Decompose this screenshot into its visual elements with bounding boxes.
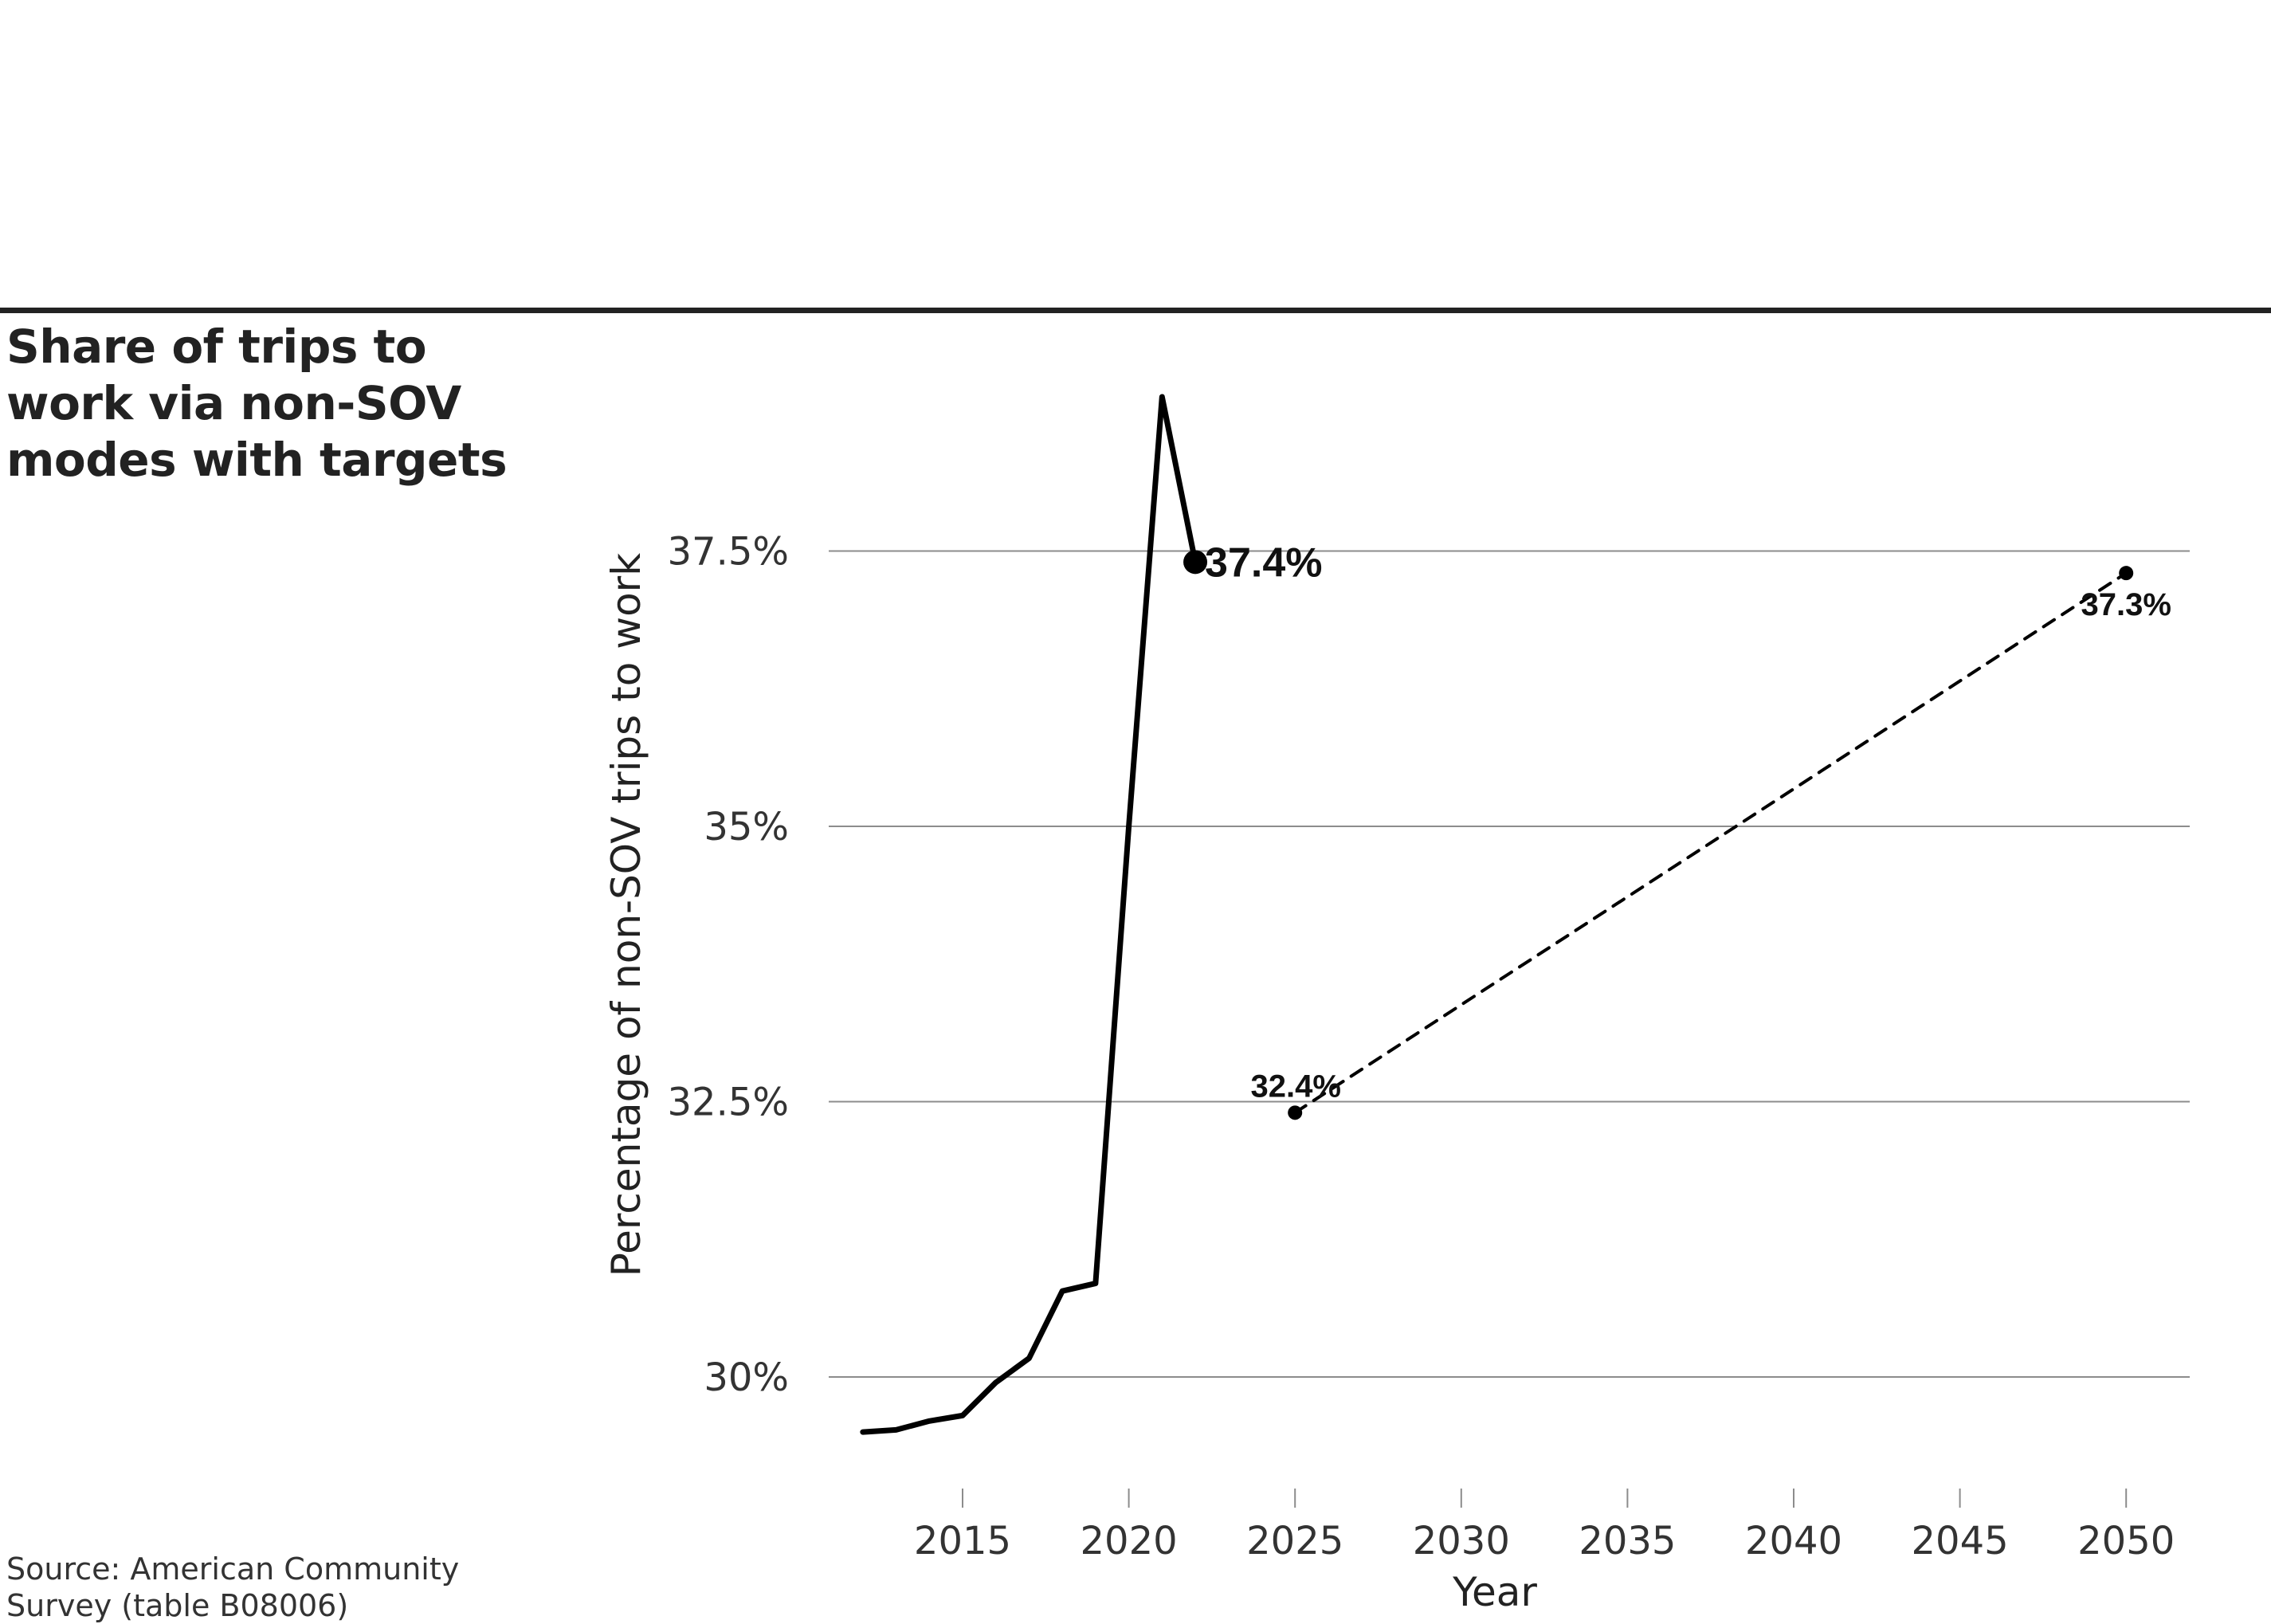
endpoint-marker bbox=[1183, 550, 1208, 575]
data-label: 37.4% bbox=[1205, 539, 1322, 586]
y-axis-title: Percentage of non-SOV trips to work bbox=[603, 553, 649, 1277]
chart-title: Share of trips to work via non-SOV modes… bbox=[6, 320, 508, 487]
target-point-marker bbox=[2119, 566, 2134, 581]
x-tick-label: 2020 bbox=[1081, 1519, 1178, 1563]
x-axis-title: Year bbox=[1452, 1569, 1537, 1615]
x-axis-ticks: 2015 2020 2025 2030 2035 2040 2045 2050 bbox=[914, 1489, 2175, 1563]
series-markers bbox=[1183, 550, 2134, 1120]
chart-source: Source: American Community Survey (table… bbox=[6, 1551, 460, 1623]
y-tick-label: 37.5% bbox=[668, 530, 789, 575]
x-tick-label: 2050 bbox=[2077, 1519, 2175, 1563]
x-tick-label: 2040 bbox=[1745, 1519, 1842, 1563]
grid-lines bbox=[829, 550, 2190, 1378]
series-line-solid bbox=[860, 394, 1198, 1435]
x-tick-label: 2025 bbox=[1246, 1519, 1343, 1563]
x-tick-label: 2045 bbox=[1912, 1519, 2009, 1563]
x-tick-label: 2035 bbox=[1579, 1519, 1676, 1563]
x-tick-label: 2030 bbox=[1413, 1519, 1510, 1563]
top-rule bbox=[0, 308, 2271, 313]
series-lines bbox=[860, 394, 2128, 1435]
x-tick-label: 2015 bbox=[914, 1519, 1011, 1563]
data-labels: 37.4% 32.4% 37.3% bbox=[1205, 539, 2171, 1104]
y-tick-label: 32.5% bbox=[668, 1081, 789, 1125]
y-tick-label: 30% bbox=[704, 1355, 789, 1400]
y-axis-tick-labels: 30% 32.5% 35% 37.5% bbox=[668, 530, 789, 1401]
data-label: 37.3% bbox=[2081, 587, 2171, 622]
y-tick-label: 35% bbox=[704, 805, 789, 849]
series-line-dashed bbox=[1293, 571, 2128, 1115]
data-label: 32.4% bbox=[1250, 1069, 1340, 1104]
target-point-marker bbox=[1288, 1105, 1303, 1120]
